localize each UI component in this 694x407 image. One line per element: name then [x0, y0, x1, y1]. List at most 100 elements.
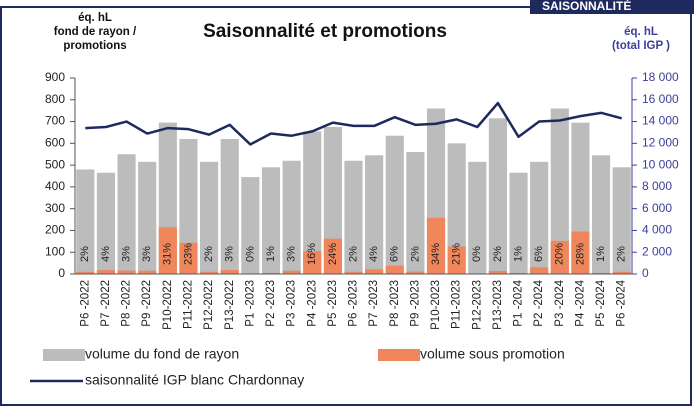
x-tick-label: P3 -2024: [554, 279, 566, 326]
bar: [261, 167, 281, 274]
bar: [426, 217, 446, 274]
bar: [76, 169, 95, 274]
y-tick-label: 700: [45, 114, 65, 128]
y2-tick-label: 2 000: [642, 244, 672, 258]
x-tick-label: P3 -2023: [286, 280, 298, 327]
y2-tick-label: 16 000: [642, 92, 679, 106]
bar: [447, 246, 466, 274]
share-label: 0%: [471, 246, 483, 262]
y-axis-title-line: éq. hL: [78, 12, 112, 24]
x-tick-label: P12-2022: [203, 280, 215, 330]
bar: [261, 272, 281, 274]
bar: [530, 161, 549, 274]
x-tick-label: P5 -2024: [595, 279, 607, 326]
y2-tick-label: 8 000: [642, 179, 672, 193]
share-label: 2%: [203, 246, 215, 262]
bar: [344, 271, 363, 274]
share-label: 3%: [120, 246, 132, 262]
bar: [385, 135, 404, 274]
share-label: 31%: [162, 243, 174, 265]
y-tick-label: 300: [45, 201, 65, 215]
bar: [117, 270, 136, 274]
frame: [0, 6, 692, 406]
tab-label: SAISONNALITÉ: [542, 0, 631, 13]
x-tick-label: P1 -2024: [513, 279, 525, 326]
x-tick-label: P5 -2023: [327, 280, 339, 327]
x-tick-label: P4 -2024: [574, 279, 586, 326]
x-tick-label: P10-2023: [430, 280, 442, 330]
share-label: 16%: [306, 243, 318, 265]
chart-title: Saisonnalité et promotions: [203, 21, 447, 42]
share-label: 4%: [100, 246, 112, 262]
y2-axis-title-line: éq. hL: [624, 26, 658, 38]
share-label: 4%: [368, 246, 380, 262]
y-axis-title: éq. hL fond de rayon / promotions: [54, 12, 137, 52]
bar: [550, 108, 569, 274]
bar: [282, 160, 301, 274]
tab: [530, 0, 694, 14]
x-tick-label: P4 -2023: [306, 280, 318, 327]
bar: [468, 161, 487, 274]
bar: [612, 167, 631, 274]
y2-axis-title: éq. hL (total IGP ): [612, 26, 670, 52]
bar: [138, 161, 157, 274]
bar: [220, 138, 239, 274]
bar: [96, 172, 116, 274]
share-label: 3%: [141, 246, 153, 262]
share-label: 34%: [430, 243, 442, 265]
share-label: 24%: [327, 243, 339, 265]
bar: [179, 242, 198, 274]
x-tick-label: P13-2022: [224, 280, 236, 330]
x-tick-label: P11-2022: [182, 280, 194, 329]
share-label: 1%: [595, 246, 607, 262]
bar: [509, 172, 528, 274]
y2-tick-label: 6 000: [642, 201, 672, 215]
bar: [303, 251, 322, 274]
x-tick-label: P8 -2023: [389, 280, 401, 327]
bar: [179, 138, 198, 274]
share-label: 20%: [554, 243, 566, 265]
legend-swatch: [43, 349, 85, 361]
share-label: 21%: [451, 243, 463, 265]
bar: [447, 143, 466, 274]
bar: [550, 240, 569, 274]
bar: [282, 270, 301, 274]
share-label: 2%: [616, 246, 628, 262]
y-tick-label: 900: [45, 70, 65, 84]
bar: [138, 270, 157, 274]
bar: [488, 270, 507, 274]
bar: [385, 265, 404, 274]
x-tick-label: P11-2023: [451, 280, 463, 329]
bar: [158, 227, 177, 274]
bar: [591, 155, 611, 274]
legend-swatch: [378, 349, 420, 361]
bar: [117, 154, 136, 274]
x-tick-label: P12-2023: [471, 280, 483, 330]
bar: [571, 231, 590, 274]
x-tick-label: P6 -2022: [79, 280, 91, 327]
share-label: 23%: [182, 243, 194, 265]
bar: [365, 155, 384, 274]
legend-label: volume du fond de rayon: [85, 346, 239, 362]
bar: [612, 271, 631, 274]
y-tick-label: 800: [45, 92, 65, 106]
x-tick-label: P1 -2023: [244, 280, 256, 327]
share-label: 2%: [347, 246, 359, 262]
x-tick-label: P10-2022: [162, 280, 174, 330]
bar: [200, 161, 219, 274]
share-label: 2%: [492, 246, 504, 262]
y2-tick-label: 14 000: [642, 114, 679, 128]
y2-tick-label: 10 000: [642, 157, 679, 171]
x-tick-label: P6 -2023: [348, 280, 360, 327]
bar: [96, 270, 116, 274]
bar: [323, 127, 342, 274]
x-tick-label: P7 -2022: [100, 280, 112, 327]
bar: [241, 177, 260, 274]
share-label: 3%: [286, 246, 298, 262]
y-tick-label: 500: [45, 157, 65, 171]
bar: [365, 269, 384, 274]
y2-tick-label: 4 000: [642, 223, 672, 237]
bar: [406, 271, 425, 274]
y2-axis-title-line: (total IGP ): [612, 40, 670, 52]
